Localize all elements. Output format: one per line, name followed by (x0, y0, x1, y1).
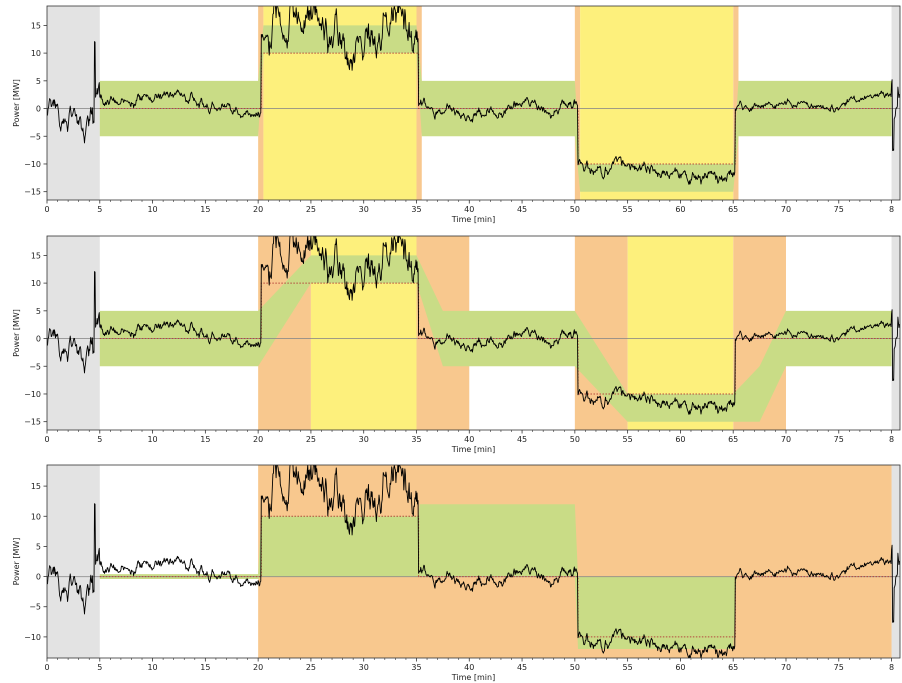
grey-region-0 (47, 236, 100, 430)
x-tick-label: 20 (253, 435, 263, 444)
x-tick-label: 30 (359, 435, 369, 444)
chart-panel-3: 0 5 10 15 20 25 30 35 40 45 50 55 60 65 70 75 8 −10 −5 0 5 10… (12, 464, 901, 682)
x-tick-label: 50 (570, 205, 580, 214)
x-tick-label: 70 (781, 435, 791, 444)
x-tick-label: 8 (889, 205, 894, 214)
x-tick-label: 60 (675, 435, 685, 444)
x-tick-label: 70 (781, 663, 791, 672)
x-tick-label: 10 (147, 205, 157, 214)
x-tick-label: 30 (359, 663, 369, 672)
x-tick-label: 50 (570, 435, 580, 444)
power-signal-line (47, 465, 900, 658)
x-tick-label: 65 (728, 205, 738, 214)
x-tick-label: 15 (200, 205, 210, 214)
y-tick-label: −15 (24, 418, 41, 427)
x-tick-label: 15 (200, 663, 210, 672)
y-axis-label: Power [MW] (12, 309, 21, 357)
y-tick-label: 10 (31, 279, 41, 288)
grey-region-1 (891, 6, 900, 200)
plot-area (47, 465, 900, 658)
axes-frame (46, 464, 901, 659)
y-tick-label: −5 (29, 362, 41, 371)
y-axis-label: Power [MW] (12, 79, 21, 127)
y-tick-label: 15 (31, 482, 41, 491)
x-tick-label: 35 (411, 435, 421, 444)
x-tick-label: 75 (834, 435, 844, 444)
x-tick-label: 75 (834, 663, 844, 672)
y-tick-label: −15 (24, 188, 41, 197)
axes-frame (46, 5, 901, 201)
x-tick-label: 15 (200, 435, 210, 444)
power-signal-line (47, 6, 900, 185)
grey-region-1 (891, 236, 900, 430)
x-tick-label: 65 (728, 663, 738, 672)
x-tick-label: 60 (675, 663, 685, 672)
x-tick-label: 45 (517, 205, 527, 214)
x-tick-label: 10 (147, 663, 157, 672)
y-tick-label: −10 (24, 390, 41, 399)
y-tick-label: −5 (29, 132, 41, 141)
x-tick-label: 8 (889, 435, 894, 444)
x-tick-label: 5 (97, 663, 102, 672)
x-tick-label: 25 (306, 435, 316, 444)
y-tick-label: −10 (24, 160, 41, 169)
y-tick-label: 0 (36, 335, 41, 344)
x-tick-label: 75 (834, 205, 844, 214)
y-axis-label: Power [MW] (12, 538, 21, 586)
x-axis-label: Time [min] (451, 215, 495, 224)
x-tick-label: 5 (97, 205, 102, 214)
axes-frame (46, 235, 901, 431)
x-tick-label: 45 (517, 435, 527, 444)
grey-region-0 (47, 6, 100, 200)
x-tick-label: 30 (359, 205, 369, 214)
x-tick-label: 8 (889, 663, 894, 672)
x-tick-label: 40 (464, 663, 474, 672)
x-axis-label: Time [min] (451, 673, 495, 682)
orange-region-3 (733, 6, 739, 200)
orange-region-2 (574, 6, 581, 200)
y-tick-label: −10 (24, 633, 41, 642)
y-tick-label: 5 (36, 307, 41, 316)
x-tick-label: 55 (623, 205, 633, 214)
x-tick-label: 55 (623, 435, 633, 444)
x-tick-label: 70 (781, 205, 791, 214)
x-tick-label: 25 (306, 205, 316, 214)
x-tick-label: 25 (306, 663, 316, 672)
y-tick-label: 5 (36, 77, 41, 86)
x-tick-label: 40 (464, 205, 474, 214)
x-tick-label: 0 (44, 663, 49, 672)
chart-panel-2: 0 5 10 15 20 25 30 35 40 45 50 55 60 65 70 75 8 −15 −10 −5 0… (12, 235, 901, 454)
x-tick-label: 50 (570, 663, 580, 672)
y-tick-label: 0 (36, 573, 41, 582)
grey-region-1 (891, 465, 900, 658)
x-tick-label: 20 (253, 663, 263, 672)
x-tick-label: 40 (464, 435, 474, 444)
y-tick-label: 10 (31, 49, 41, 58)
x-tick-label: 35 (411, 663, 421, 672)
plot-area (47, 6, 900, 200)
x-tick-label: 10 (147, 435, 157, 444)
grey-region-0 (47, 465, 100, 658)
x-tick-label: 65 (728, 435, 738, 444)
x-tick-label: 55 (623, 663, 633, 672)
y-tick-label: −5 (29, 603, 41, 612)
x-tick-label: 0 (44, 435, 49, 444)
power-signal-line (47, 236, 900, 415)
x-tick-label: 20 (253, 205, 263, 214)
chart-panel-1: 0 5 10 15 20 25 30 35 40 45 50 55 60 65 70 75 8 −15 −10 −5 0… (12, 5, 901, 224)
x-tick-label: 60 (675, 205, 685, 214)
x-axis-label: Time [min] (451, 445, 495, 454)
y-tick-label: 15 (31, 251, 41, 260)
x-tick-label: 45 (517, 663, 527, 672)
y-tick-label: 0 (36, 105, 41, 114)
x-tick-label: 35 (411, 205, 421, 214)
y-tick-label: 15 (31, 21, 41, 30)
x-tick-label: 0 (44, 205, 49, 214)
x-tick-label: 5 (97, 435, 102, 444)
plot-area (47, 236, 900, 430)
y-tick-label: 5 (36, 542, 41, 551)
y-tick-label: 10 (31, 512, 41, 521)
